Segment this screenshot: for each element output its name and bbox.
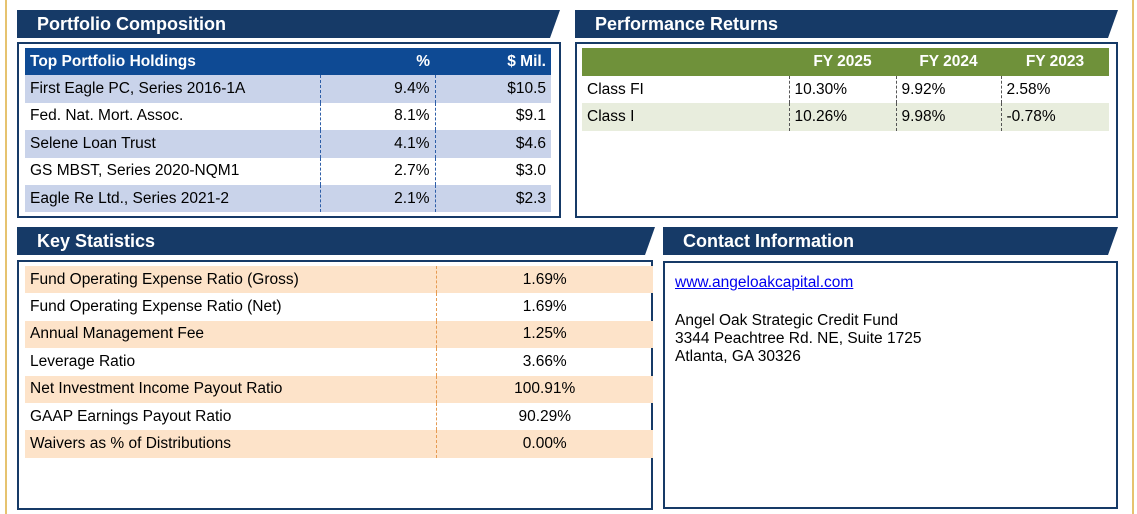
holding-pct: 2.7% bbox=[320, 157, 436, 185]
return-fy2025: 10.30% bbox=[788, 76, 896, 104]
holding-pct: 9.4% bbox=[320, 75, 436, 103]
holding-mil: $10.5 bbox=[435, 75, 551, 103]
performance-header-row: FY 2025 FY 2024 FY 2023 bbox=[582, 48, 1109, 76]
portfolio-header-row: Top Portfolio Holdings % $ Mil. bbox=[25, 48, 551, 76]
contact-website-line: www.angeloakcapital.com bbox=[675, 274, 853, 292]
holding-pct: 4.1% bbox=[320, 130, 436, 158]
stat-label: Leverage Ratio bbox=[25, 348, 437, 376]
table-row: Leverage Ratio 3.66% bbox=[25, 348, 653, 376]
return-fy2024: 9.98% bbox=[895, 103, 1001, 131]
fund-name: Angel Oak Strategic Credit Fund bbox=[675, 312, 899, 329]
stat-label: Waivers as % of Distributions bbox=[25, 430, 437, 458]
holding-mil: $3.0 bbox=[515, 162, 546, 180]
performance-col-class bbox=[582, 48, 789, 76]
table-row: Fund Operating Expense Ratio (Gross) 1.6… bbox=[25, 266, 653, 294]
table-row: Class I 10.26% 9.98% -0.78% bbox=[582, 103, 1109, 131]
holding-mil: $4.6 bbox=[435, 130, 551, 158]
table-row: GAAP Earnings Payout Ratio 90.29% bbox=[25, 402, 653, 431]
stats-section-header: Key Statistics bbox=[17, 227, 655, 255]
street-address: 3344 Peachtree Rd. NE, Suite 1725 bbox=[675, 330, 922, 347]
stat-value: 1.25% bbox=[436, 320, 653, 349]
portfolio-col-holdings: Top Portfolio Holdings bbox=[25, 48, 320, 76]
table-row: Eagle Re Ltd., Series 2021-2 2.1% $2.3 bbox=[25, 184, 551, 213]
stat-value: 3.66% bbox=[522, 352, 567, 370]
contact-section-header: Contact Information bbox=[663, 227, 1118, 255]
performance-returns-table: FY 2025 FY 2024 FY 2023 Class FI 10.30% … bbox=[582, 48, 1109, 131]
return-fy2025: 10.26% bbox=[788, 103, 896, 131]
class-name: Class I bbox=[582, 103, 789, 131]
table-row: Net Investment Income Payout Ratio 100.9… bbox=[25, 375, 653, 403]
return-fy2024: 9.92% bbox=[895, 76, 1001, 104]
stat-label: Fund Operating Expense Ratio (Net) bbox=[25, 293, 437, 321]
table-row: Selene Loan Trust 4.1% $4.6 bbox=[25, 130, 551, 158]
portfolio-section-header: Portfolio Composition bbox=[17, 10, 560, 38]
holding-name: Fed. Nat. Mort. Assoc. bbox=[25, 102, 321, 131]
holding-name: Selene Loan Trust bbox=[25, 130, 321, 158]
return-fy2023: 2.58% bbox=[1000, 76, 1109, 104]
website-link[interactable]: www.angeloakcapital.com bbox=[675, 274, 854, 291]
stat-label: Net Investment Income Payout Ratio bbox=[25, 375, 437, 403]
portfolio-section-title: Portfolio Composition bbox=[37, 14, 226, 34]
table-row: Fed. Nat. Mort. Assoc. 8.1% $9.1 bbox=[25, 102, 551, 131]
stat-value: 1.69% bbox=[522, 298, 567, 316]
stat-value: 100.91% bbox=[436, 375, 653, 403]
portfolio-col-pct: % bbox=[320, 48, 435, 76]
contact-section-title: Contact Information bbox=[683, 231, 854, 251]
return-fy2023: -0.78% bbox=[1000, 103, 1109, 131]
portfolio-holdings-table: Top Portfolio Holdings % $ Mil. First Ea… bbox=[25, 48, 551, 213]
table-row: Waivers as % of Distributions 0.00% bbox=[25, 430, 653, 458]
table-row: First Eagle PC, Series 2016-1A 9.4% $10.… bbox=[25, 75, 551, 103]
contact-address: Angel Oak Strategic Credit Fund 3344 Pea… bbox=[675, 312, 921, 366]
performance-col-fy2024: FY 2024 bbox=[896, 48, 1001, 76]
stat-label: Fund Operating Expense Ratio (Gross) bbox=[25, 266, 437, 294]
holding-name: GS MBST, Series 2020-NQM1 bbox=[25, 157, 321, 185]
performance-col-fy2025: FY 2025 bbox=[789, 48, 896, 76]
table-row: Fund Operating Expense Ratio (Net) 1.69% bbox=[25, 293, 653, 321]
holding-pct: 2.1% bbox=[320, 184, 436, 213]
performance-section-title: Performance Returns bbox=[595, 14, 779, 34]
table-row: Annual Management Fee 1.25% bbox=[25, 320, 653, 349]
stat-value: 0.00% bbox=[436, 430, 653, 458]
contact-section-box bbox=[663, 261, 1118, 509]
key-statistics-table: Fund Operating Expense Ratio (Gross) 1.6… bbox=[25, 266, 653, 458]
holding-mil: $2.3 bbox=[435, 184, 551, 213]
holding-mil: $9.1 bbox=[515, 107, 546, 125]
portfolio-col-mil: $ Mil. bbox=[435, 48, 551, 76]
holding-name: First Eagle PC, Series 2016-1A bbox=[25, 75, 321, 103]
stat-label: Annual Management Fee bbox=[25, 320, 437, 349]
performance-section-header: Performance Returns bbox=[575, 10, 1118, 38]
stat-label: GAAP Earnings Payout Ratio bbox=[25, 402, 437, 431]
stat-value: 90.29% bbox=[518, 407, 572, 425]
city-address: Atlanta, GA 30326 bbox=[675, 348, 801, 365]
page-border-right bbox=[1132, 0, 1134, 514]
page-border-left bbox=[5, 0, 7, 514]
table-row: Class FI 10.30% 9.92% 2.58% bbox=[582, 76, 1109, 104]
performance-col-fy2023: FY 2023 bbox=[1001, 48, 1109, 76]
stats-section-title: Key Statistics bbox=[37, 231, 156, 251]
stat-value: 1.69% bbox=[436, 266, 653, 294]
class-name: Class FI bbox=[587, 80, 644, 98]
holding-pct: 8.1% bbox=[320, 102, 436, 131]
holding-name: Eagle Re Ltd., Series 2021-2 bbox=[25, 184, 321, 213]
table-row: GS MBST, Series 2020-NQM1 2.7% $3.0 bbox=[25, 157, 551, 185]
